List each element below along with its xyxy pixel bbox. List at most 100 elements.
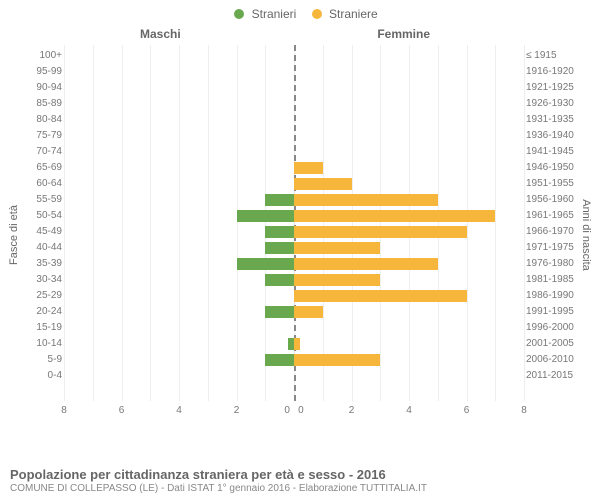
chart-row: [64, 321, 524, 335]
x-tick: 0: [284, 405, 290, 416]
birth-label: 1966-1970: [526, 225, 590, 239]
age-label: 0-4: [10, 369, 62, 383]
birth-label: 1951-1955: [526, 177, 590, 191]
chart-row: [64, 129, 524, 143]
age-label: 60-64: [10, 177, 62, 191]
birth-label: 1921-1925: [526, 81, 590, 95]
chart-row: [64, 289, 524, 303]
legend-female-label: Straniere: [329, 7, 378, 21]
bar-male: [265, 354, 294, 366]
chart-row: [64, 177, 524, 191]
birth-label: 1931-1935: [526, 113, 590, 127]
legend-male-label: Stranieri: [252, 7, 297, 21]
x-tick: 6: [464, 405, 470, 416]
gridline: [524, 45, 525, 401]
birth-label: 1976-1980: [526, 257, 590, 271]
bar-male: [237, 258, 295, 270]
chart-row: [64, 209, 524, 223]
birth-label: 1916-1920: [526, 65, 590, 79]
x-tick: 4: [406, 405, 412, 416]
chart-row: [64, 241, 524, 255]
chart-row: [64, 305, 524, 319]
birth-label: 2011-2015: [526, 369, 590, 383]
chart-legend: Stranieri Straniere: [10, 6, 590, 21]
age-label: 30-34: [10, 273, 62, 287]
bar-male: [265, 274, 294, 286]
bar-male: [265, 306, 294, 318]
age-label: 85-89: [10, 97, 62, 111]
bar-female: [294, 226, 467, 238]
bar-female: [294, 194, 438, 206]
header-female: Femmine: [377, 27, 430, 41]
chart-row: [64, 337, 524, 351]
bar-male: [237, 210, 295, 222]
birth-label: ≤ 1915: [526, 49, 590, 63]
age-label: 90-94: [10, 81, 62, 95]
bar-female: [294, 306, 323, 318]
chart-row: [64, 81, 524, 95]
age-label: 35-39: [10, 257, 62, 271]
age-label: 65-69: [10, 161, 62, 175]
chart-subtitle: COMUNE DI COLLEPASSO (LE) - Dati ISTAT 1…: [10, 483, 590, 494]
bar-female: [294, 178, 352, 190]
column-headers: Maschi Femmine: [10, 27, 590, 43]
age-label: 45-49: [10, 225, 62, 239]
birth-label: 1936-1940: [526, 129, 590, 143]
chart-row: [64, 97, 524, 111]
birth-label: 1971-1975: [526, 241, 590, 255]
chart-row: [64, 225, 524, 239]
age-label: 95-99: [10, 65, 62, 79]
x-tick: 8: [61, 405, 67, 416]
x-axis: 8642024680: [64, 405, 524, 419]
bar-female: [294, 338, 300, 350]
birth-label: 1991-1995: [526, 305, 590, 319]
birth-label: 1926-1930: [526, 97, 590, 111]
birth-label: 1946-1950: [526, 161, 590, 175]
age-label: 50-54: [10, 209, 62, 223]
chart-row: [64, 273, 524, 287]
age-labels: 100+95-9990-9485-8980-8475-7970-7465-696…: [10, 45, 62, 401]
age-label: 10-14: [10, 337, 62, 351]
age-label: 80-84: [10, 113, 62, 127]
plot-area: [64, 45, 524, 401]
bar-female: [294, 354, 380, 366]
age-label: 70-74: [10, 145, 62, 159]
chart-title: Popolazione per cittadinanza straniera p…: [10, 467, 590, 482]
age-label: 5-9: [10, 353, 62, 367]
birth-label: 1961-1965: [526, 209, 590, 223]
bar-female: [294, 274, 380, 286]
x-tick: 6: [119, 405, 125, 416]
chart-row: [64, 113, 524, 127]
age-label: 15-19: [10, 321, 62, 335]
x-tick: 8: [521, 405, 527, 416]
population-pyramid-chart: Fasce di età Anni di nascita 100+95-9990…: [10, 45, 590, 425]
bar-female: [294, 162, 323, 174]
bar-female: [294, 258, 438, 270]
bar-male: [265, 194, 294, 206]
chart-row: [64, 369, 524, 383]
birth-year-labels: ≤ 1915 1916-1920 1921-1925 1926-1930 1931-19…: [526, 45, 590, 401]
birth-label: 2001-2005: [526, 337, 590, 351]
chart-row: [64, 193, 524, 207]
birth-label: 2006-2010: [526, 353, 590, 367]
birth-label: 1981-1985: [526, 273, 590, 287]
age-label: 20-24: [10, 305, 62, 319]
bar-female: [294, 242, 380, 254]
chart-row: [64, 257, 524, 271]
age-label: 55-59: [10, 193, 62, 207]
bar-male: [265, 242, 294, 254]
x-tick: 0: [298, 405, 304, 416]
birth-label: 1986-1990: [526, 289, 590, 303]
chart-row: [64, 65, 524, 79]
bar-female: [294, 210, 495, 222]
x-tick: 4: [176, 405, 182, 416]
chart-row: [64, 161, 524, 175]
header-male: Maschi: [140, 27, 181, 41]
age-label: 40-44: [10, 241, 62, 255]
chart-row: [64, 49, 524, 63]
birth-label: 1996-2000: [526, 321, 590, 335]
x-tick: 2: [349, 405, 355, 416]
bar-male: [265, 226, 294, 238]
legend-male-swatch: [234, 9, 244, 19]
birth-label: 1941-1945: [526, 145, 590, 159]
